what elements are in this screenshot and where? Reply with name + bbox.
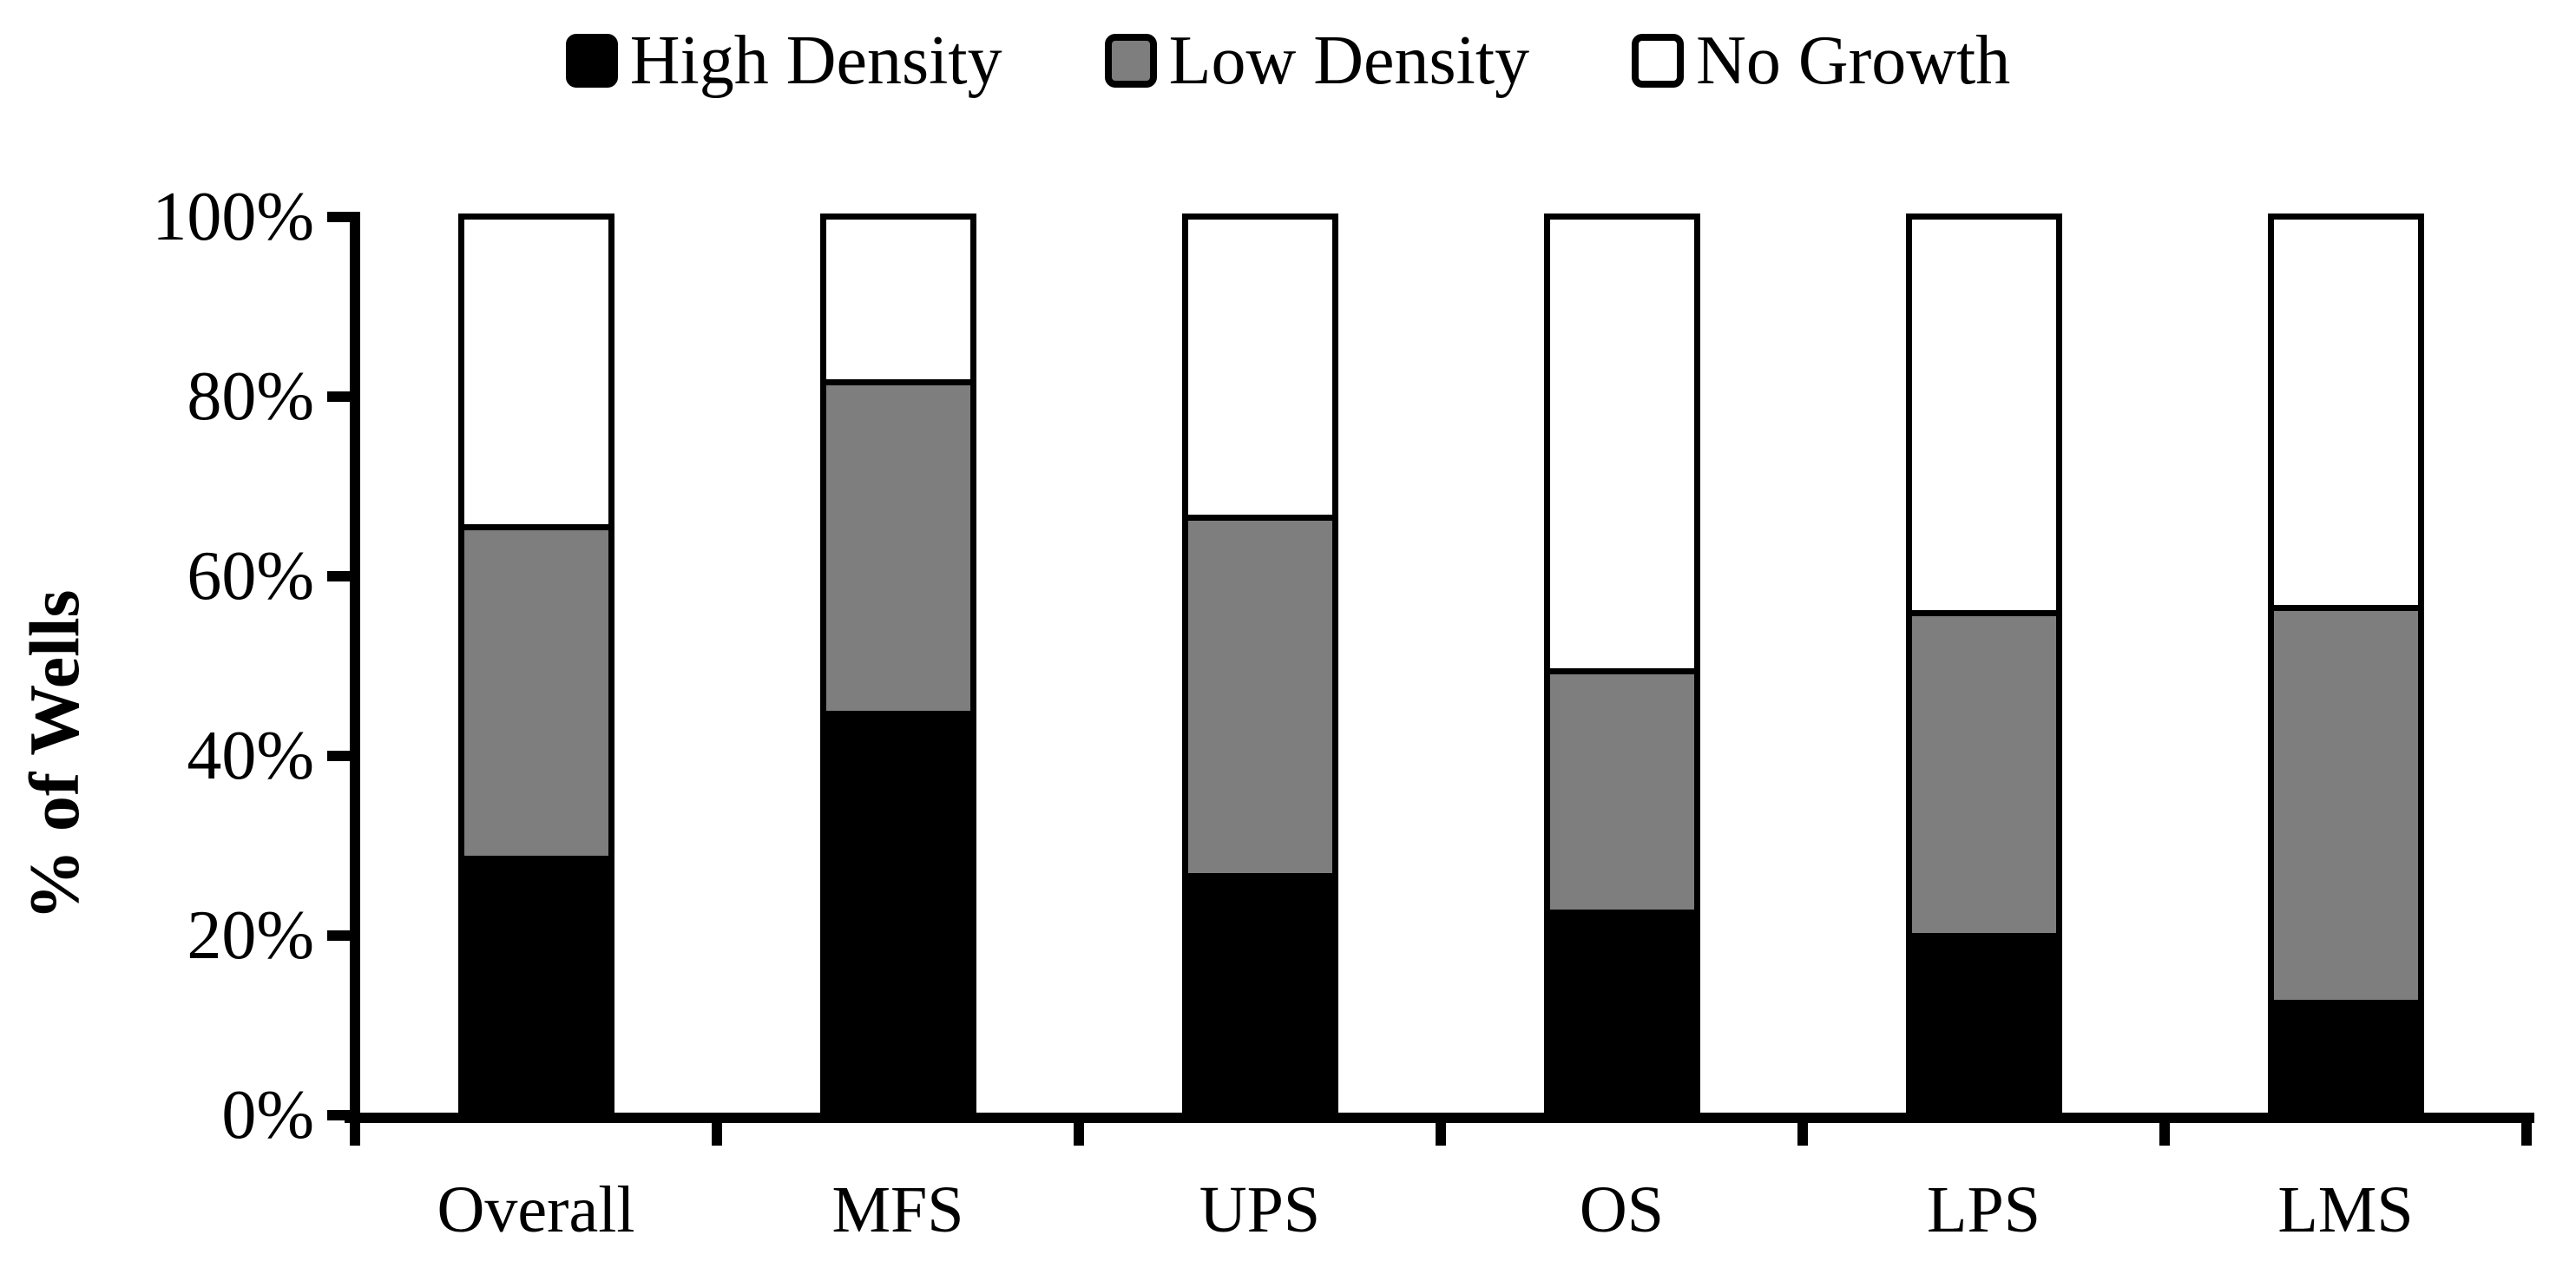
bar-overall (457, 214, 614, 1118)
bar-overall-segment-no-growth (457, 214, 614, 530)
bar-ups-segment-no-growth (1181, 214, 1338, 521)
x-tick-mark-2 (1074, 1123, 1084, 1146)
bar-mfs-segment-low-density (819, 385, 976, 711)
bar-ups-segment-high-density (1181, 873, 1338, 1118)
legend-marker-high-density-icon (565, 34, 618, 88)
y-tick-mark-20- (327, 930, 350, 941)
x-tick-mark-3 (1436, 1123, 1446, 1146)
legend-item-no-growth: No Growth (1632, 26, 2010, 95)
x-tick-mark-0 (350, 1123, 360, 1146)
bar-os-segment-low-density (1543, 674, 1700, 910)
bar-lms-segment-high-density (2267, 1000, 2424, 1118)
bar-overall-segment-high-density (457, 856, 614, 1118)
x-tick-mark-4 (1797, 1123, 1808, 1146)
y-tick-mark-0- (327, 1110, 350, 1120)
y-tick-mark-80- (327, 391, 350, 402)
y-tick-label-60-: 60% (187, 538, 314, 614)
x-axis-label-overall: Overall (437, 1173, 635, 1246)
legend-marker-no-growth-icon (1632, 34, 1685, 88)
x-axis-line (345, 1113, 2534, 1123)
bar-os-segment-high-density (1543, 910, 1700, 1118)
y-tick-label-100-: 100% (152, 179, 314, 255)
legend-item-low-density: Low Density (1104, 23, 1530, 99)
bar-lps-segment-no-growth (1905, 214, 2062, 616)
y-tick-mark-100- (327, 212, 350, 222)
legend-label-low-density: Low Density (1168, 23, 1530, 99)
legend-item-high-density: High Density (565, 23, 1002, 99)
bar-mfs-segment-high-density (819, 711, 976, 1118)
x-tick-mark-5 (2159, 1123, 2170, 1146)
bar-ups-segment-low-density (1181, 521, 1338, 873)
x-axis-label-ups: UPS (1199, 1173, 1321, 1246)
x-tick-mark-6 (2521, 1123, 2532, 1146)
y-axis-spine (350, 212, 360, 1123)
y-tick-mark-60- (327, 571, 350, 581)
bar-overall-segment-low-density (457, 530, 614, 856)
bar-os (1543, 214, 1700, 1118)
legend-label-no-growth: No Growth (1696, 23, 2011, 99)
bar-os-segment-no-growth (1543, 214, 1700, 674)
y-tick-label-20-: 20% (187, 897, 314, 974)
legend-marker-low-density-icon (1104, 34, 1157, 88)
bar-mfs (819, 214, 976, 1118)
y-tick-label-40-: 40% (187, 718, 314, 794)
y-tick-mark-40- (327, 751, 350, 761)
bar-lms-segment-no-growth (2267, 214, 2424, 611)
bar-mfs-segment-no-growth (819, 214, 976, 385)
x-tick-mark-1 (712, 1123, 722, 1146)
x-axis-label-mfs: MFS (831, 1173, 964, 1246)
x-axis-label-lms: LMS (2277, 1173, 2414, 1246)
y-tick-label-0-: 0% (221, 1077, 314, 1153)
bar-lms (2267, 214, 2424, 1118)
legend: High Density Low Density No Growth (0, 26, 2576, 95)
bar-lps (1905, 214, 2062, 1118)
bar-lps-segment-high-density (1905, 933, 2062, 1118)
x-axis-label-lps: LPS (1927, 1173, 2040, 1246)
y-tick-label-80-: 80% (187, 358, 314, 435)
x-axis-label-os: OS (1579, 1173, 1665, 1246)
legend-label-high-density: High Density (629, 23, 1002, 99)
bar-lps-segment-low-density (1905, 616, 2062, 933)
bar-ups (1181, 214, 1338, 1118)
bar-lms-segment-low-density (2267, 611, 2424, 1000)
